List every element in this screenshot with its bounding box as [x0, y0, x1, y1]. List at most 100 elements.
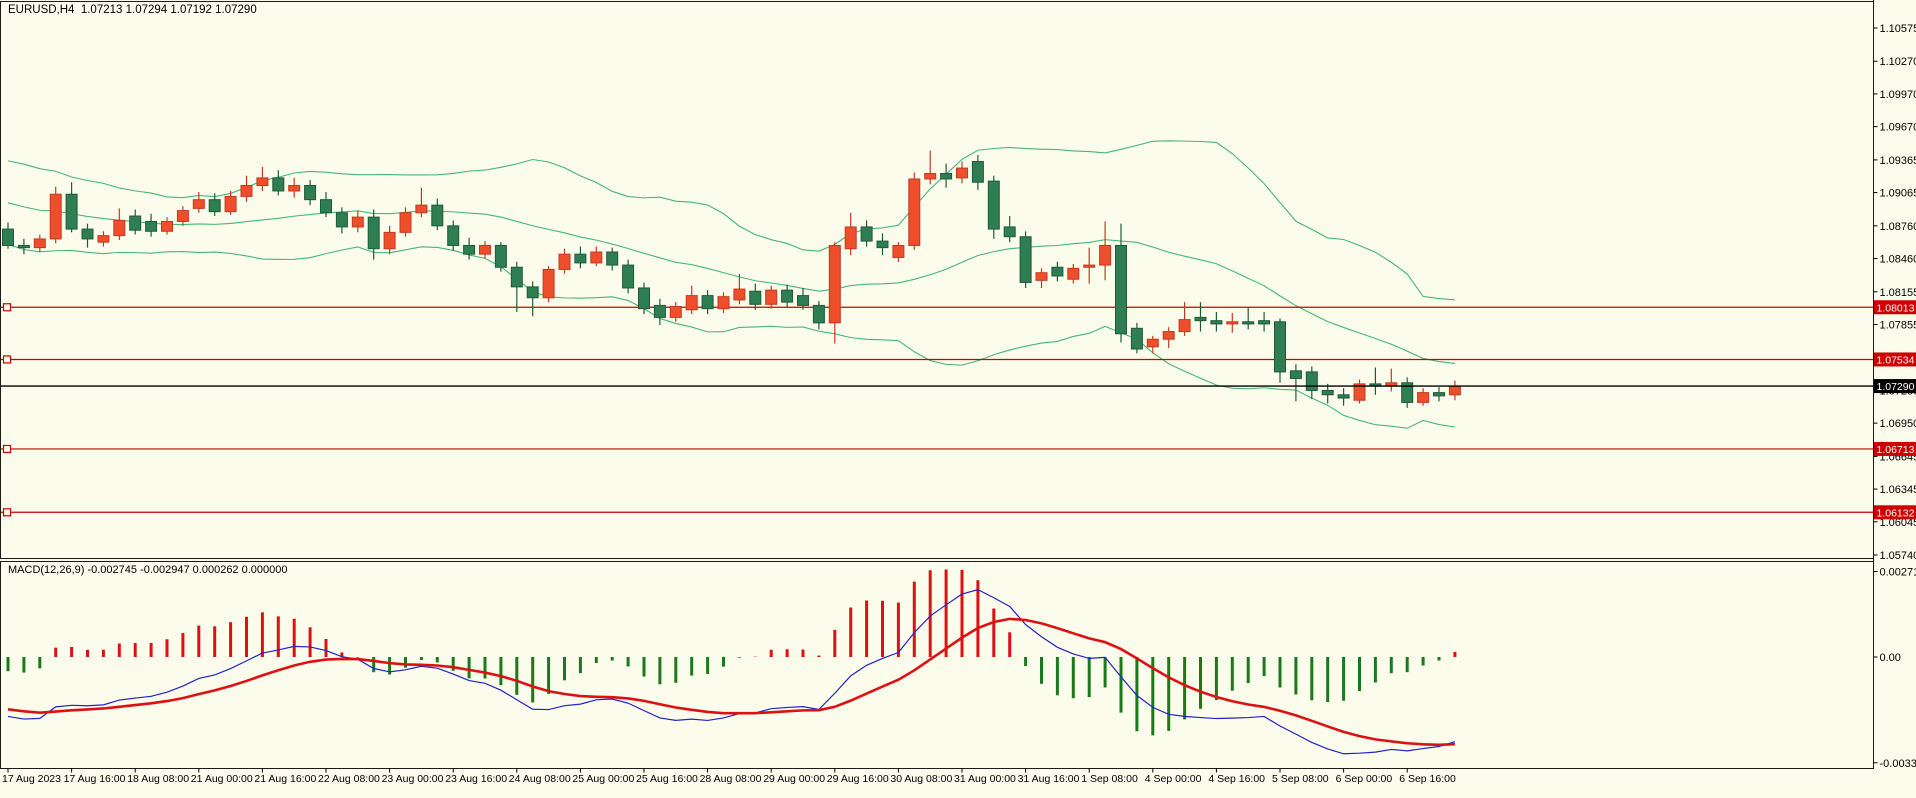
symbol-title: EURUSD,H4 1.07213 1.07294 1.07192 1.0729… — [8, 4, 257, 16]
time-tick-label: 29 Aug 16:00 — [827, 773, 889, 785]
bollinger-lower-band — [7, 244, 1455, 429]
candle-body — [1226, 321, 1239, 325]
candle-body — [1242, 321, 1255, 325]
candle-body — [510, 266, 523, 288]
candle-body — [828, 244, 841, 324]
line-anchor-square[interactable] — [2, 444, 12, 454]
candle-body — [1019, 236, 1032, 284]
candle-body — [653, 304, 666, 318]
macd-panel[interactable] — [0, 561, 1874, 769]
candle-body — [129, 215, 142, 231]
candle-body — [590, 251, 603, 264]
time-tick-label: 24 Aug 08:00 — [509, 773, 571, 785]
macd-line — [7, 588, 1456, 755]
time-tick-label: 25 Aug 16:00 — [636, 773, 698, 785]
price-tick-label: 1.09970 — [1880, 89, 1916, 101]
candle-body — [431, 204, 444, 227]
candle-body — [1162, 331, 1175, 340]
price-badge-label: 1.06132 — [1877, 507, 1915, 519]
candles — [2, 150, 1461, 408]
candle-body — [256, 177, 269, 187]
time-tick-label: 21 Aug 16:00 — [254, 773, 316, 785]
macd-tick-label: 0.002715 — [1880, 566, 1916, 578]
candle-body — [161, 220, 173, 232]
candle-body — [240, 185, 253, 197]
line-anchor-square[interactable] — [2, 355, 12, 364]
candle-body — [479, 244, 491, 255]
price-tick-label: 1.05740 — [1880, 550, 1916, 562]
line-anchor-square[interactable] — [2, 303, 12, 312]
candle-body — [1321, 389, 1334, 396]
time-tick-label: 23 Aug 00:00 — [382, 773, 444, 785]
candle-body — [812, 304, 825, 324]
macd-indicator-label: MACD(12,26,9) -0.002745 -0.002947 0.0002… — [8, 564, 288, 576]
candle-body — [876, 240, 889, 249]
candle-body — [924, 173, 937, 180]
candle-body — [1448, 385, 1461, 396]
candle-body — [367, 216, 380, 250]
main-chart-panel[interactable] — [0, 1, 1874, 559]
candle-body — [1210, 320, 1223, 325]
candle-body — [463, 244, 476, 255]
time-tick-label: 1 Sep 08:00 — [1081, 773, 1138, 785]
candle-body — [717, 296, 730, 310]
candle-body — [622, 264, 635, 289]
line-anchor-square[interactable] — [2, 508, 12, 517]
price-tick-label: 1.08760 — [1880, 221, 1916, 233]
candle-body — [81, 228, 94, 240]
candle-body — [335, 212, 348, 228]
candle-body — [542, 268, 555, 299]
candle-body — [1401, 382, 1414, 403]
price-tick-label: 1.10575 — [1880, 23, 1916, 35]
time-axis[interactable]: 17 Aug 2023 17 Aug 16:00 18 Aug 08:00 21 Au… — [2, 768, 1456, 786]
price-tick-label: 1.09670 — [1880, 122, 1916, 134]
macd-signal-line — [7, 617, 1455, 747]
candle-body — [1067, 267, 1080, 280]
current-price-badge — [1874, 379, 1916, 394]
price-tick-label: 1.06345 — [1880, 484, 1916, 496]
time-tick-label: 29 Aug 00:00 — [763, 773, 825, 785]
time-tick-label: 17 Aug 2023 — [2, 773, 61, 785]
macd-axis[interactable]: 0.002715 0.00 -0.003358 — [1873, 566, 1916, 770]
price-badge-label: 1.07290 — [1877, 381, 1915, 393]
candle-body — [1003, 226, 1016, 238]
candle-body — [765, 289, 778, 305]
candle-body — [49, 193, 62, 240]
candle-body — [1353, 383, 1366, 401]
time-tick-label: 18 Aug 08:00 — [127, 773, 189, 785]
candle-body — [351, 216, 364, 228]
candle-body — [1274, 321, 1286, 373]
time-tick-label: 6 Sep 00:00 — [1336, 773, 1393, 785]
time-tick-label: 17 Aug 16:00 — [64, 773, 126, 785]
price-badge-label: 1.06713 — [1877, 444, 1915, 456]
candle-body — [1146, 338, 1159, 348]
candle-body — [971, 161, 984, 183]
candle-body — [192, 199, 205, 209]
price-axis[interactable]: 1.10575 1.10270 1.09970 1.09670 1.09365 1.090… — [1873, 23, 1916, 562]
candle-body — [749, 290, 762, 305]
candle-body — [1051, 266, 1064, 277]
candle-body — [224, 195, 237, 213]
candle-body — [797, 295, 809, 306]
time-tick-label: 5 Sep 08:00 — [1272, 773, 1329, 785]
candle-body — [288, 185, 301, 192]
price-alert-badge — [1874, 352, 1916, 367]
time-tick-label: 21 Aug 00:00 — [191, 773, 253, 785]
macd-histogram — [6, 569, 1457, 736]
candle-body — [494, 244, 507, 268]
candle-body — [97, 235, 110, 243]
candle-body — [1289, 370, 1302, 379]
candle-body — [65, 193, 78, 230]
candle-body — [638, 287, 650, 310]
price-tick-label: 1.08155 — [1880, 287, 1916, 299]
candle-body — [176, 210, 189, 222]
candle-body — [781, 289, 794, 303]
candle-body — [908, 178, 921, 246]
price-tick-label: 1.07855 — [1880, 319, 1916, 331]
candle-body — [17, 244, 30, 249]
price-tick-label: 1.09365 — [1880, 155, 1916, 167]
candle-body — [145, 220, 158, 232]
candle-body — [320, 199, 332, 214]
candle-body — [685, 295, 698, 311]
